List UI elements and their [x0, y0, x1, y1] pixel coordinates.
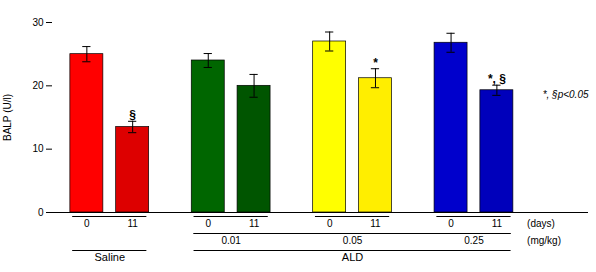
svg-text:30: 30 — [32, 17, 44, 28]
svg-text:0.05: 0.05 — [343, 235, 363, 246]
svg-text:0: 0 — [448, 218, 454, 229]
svg-text:0.25: 0.25 — [464, 235, 484, 246]
svg-text:11: 11 — [370, 218, 381, 229]
svg-text:11: 11 — [249, 218, 260, 229]
svg-text:§: § — [129, 108, 136, 122]
svg-text:*, §p<0.05: *, §p<0.05 — [543, 89, 589, 100]
svg-text:10: 10 — [32, 143, 44, 154]
svg-text:0: 0 — [327, 218, 333, 229]
svg-text:Saline: Saline — [94, 251, 125, 263]
svg-text:20: 20 — [32, 80, 44, 91]
svg-text:0: 0 — [38, 207, 44, 218]
svg-text:*: * — [373, 56, 378, 70]
svg-text:0: 0 — [205, 218, 211, 229]
svg-text:11: 11 — [127, 218, 138, 229]
svg-text:11: 11 — [492, 218, 503, 229]
svg-text:*, §: *, § — [488, 72, 506, 86]
svg-text:(days): (days) — [527, 218, 555, 229]
svg-text:BALP (U/l): BALP (U/l) — [2, 94, 13, 141]
svg-text:0: 0 — [84, 218, 90, 229]
svg-text:(mg/kg): (mg/kg) — [527, 235, 561, 246]
svg-text:0.01: 0.01 — [221, 235, 241, 246]
svg-text:ALD: ALD — [342, 251, 363, 263]
